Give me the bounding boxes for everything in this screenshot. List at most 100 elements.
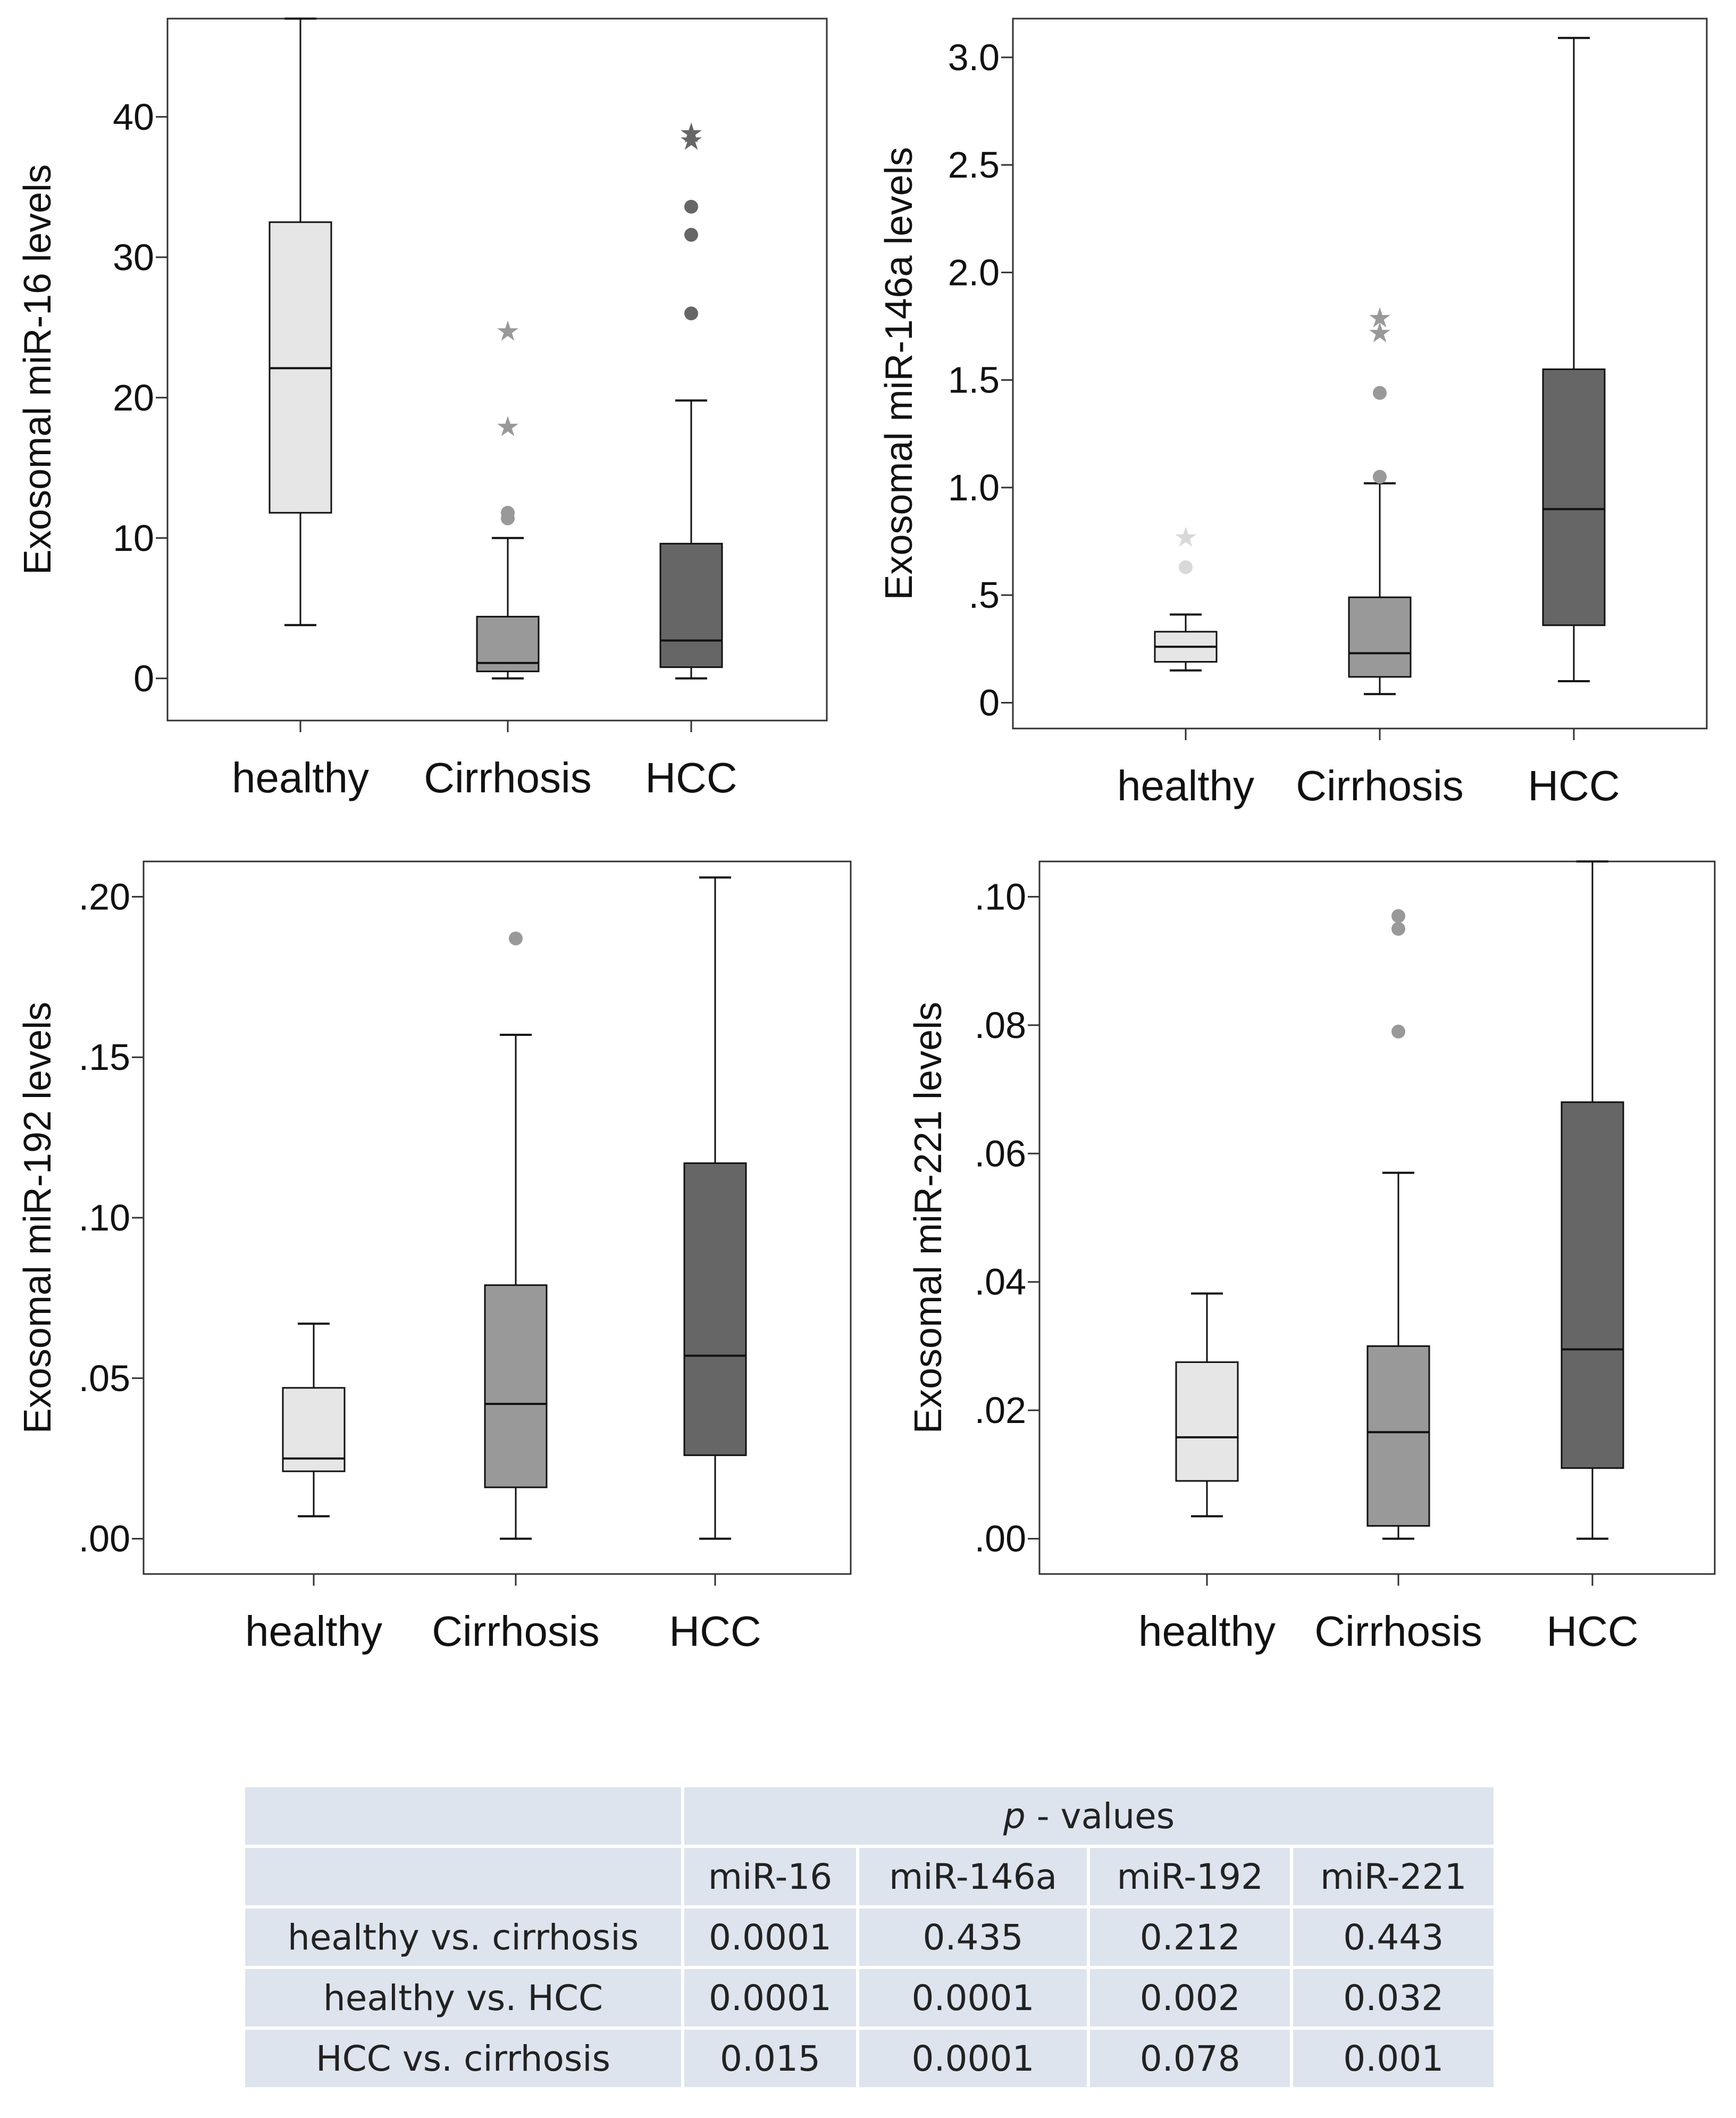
category-label: HCC bbox=[645, 754, 737, 801]
y-tick-label: 1.0 bbox=[948, 467, 1000, 508]
box bbox=[282, 1387, 346, 1472]
p-value-cell: 0.0001 bbox=[684, 1969, 857, 2027]
box bbox=[1175, 1361, 1239, 1482]
p-symbol: p bbox=[1003, 1795, 1026, 1837]
extreme-point: ★ bbox=[496, 315, 521, 347]
y-tick-label: .02 bbox=[975, 1389, 1026, 1431]
plot-frame bbox=[1038, 860, 1716, 1575]
y-tick-label: .04 bbox=[975, 1261, 1026, 1303]
y-tick-label: .10 bbox=[975, 876, 1026, 917]
box bbox=[1561, 1101, 1624, 1469]
category-label: HCC bbox=[1528, 762, 1620, 809]
p-values-label: - values bbox=[1025, 1795, 1175, 1837]
y-tick-label: 30 bbox=[113, 237, 154, 278]
outlier-point bbox=[684, 199, 698, 214]
outlier-point bbox=[501, 506, 515, 520]
y-axis-label: Exosomal miR-192 levels bbox=[16, 1002, 59, 1434]
extreme-point: ★ bbox=[1368, 302, 1393, 334]
y-axis-label: Exosomal miR-221 levels bbox=[907, 1002, 950, 1434]
plot-frame bbox=[166, 18, 828, 722]
category-label: Cirrhosis bbox=[432, 1608, 600, 1655]
p-value-cell: 0.435 bbox=[859, 1908, 1087, 1966]
y-tick-label: 40 bbox=[113, 96, 154, 138]
y-tick-label: .20 bbox=[79, 876, 130, 917]
y-tick-label: .05 bbox=[79, 1358, 130, 1399]
table-row: healthy vs. cirrhosis 0.0001 0.435 0.212… bbox=[245, 1908, 1494, 1966]
box bbox=[683, 1162, 747, 1456]
outlier-point bbox=[684, 306, 698, 321]
category-label: healthy bbox=[1138, 1608, 1276, 1655]
outlier-point bbox=[1373, 386, 1387, 400]
category-label: Cirrhosis bbox=[424, 754, 592, 801]
y-tick-label: .00 bbox=[975, 1518, 1026, 1560]
table-row: HCC vs. cirrhosis 0.015 0.0001 0.078 0.0… bbox=[245, 2030, 1494, 2087]
category-label: Cirrhosis bbox=[1314, 1608, 1482, 1655]
category-label: HCC bbox=[669, 1608, 761, 1655]
extreme-point: ★ bbox=[679, 118, 704, 149]
column-header: miR-16 bbox=[684, 1848, 857, 1905]
p-value-cell: 0.001 bbox=[1293, 2030, 1494, 2087]
p-value-cell: 0.212 bbox=[1090, 1908, 1290, 1966]
outlier-point bbox=[1391, 1024, 1405, 1039]
outlier-point bbox=[1179, 560, 1193, 574]
box bbox=[484, 1284, 548, 1488]
extreme-point: ★ bbox=[1173, 522, 1198, 554]
row-label: HCC vs. cirrhosis bbox=[245, 2030, 681, 2087]
p-value-cell: 0.0001 bbox=[684, 1908, 857, 1966]
outlier-point bbox=[1391, 909, 1405, 923]
y-axis-label: Exosomal miR-146a levels bbox=[878, 147, 920, 600]
outlier-point bbox=[684, 228, 698, 242]
table-columns-row: miR-16 miR-146a miR-192 miR-221 bbox=[245, 1848, 1494, 1905]
p-value-cell: 0.443 bbox=[1293, 1908, 1494, 1966]
p-value-cell: 0.015 bbox=[684, 2030, 857, 2087]
category-label: healthy bbox=[232, 754, 369, 801]
extreme-point: ★ bbox=[679, 124, 704, 156]
category-label: healthy bbox=[1117, 762, 1254, 809]
table-corner-cell bbox=[245, 1787, 681, 1845]
y-tick-label: 20 bbox=[113, 377, 154, 418]
table-pvalues-header: p - values bbox=[684, 1787, 1494, 1845]
y-tick-label: 2.0 bbox=[948, 252, 1000, 293]
y-tick-label: .10 bbox=[79, 1197, 130, 1238]
y-tick-label: 3.0 bbox=[948, 37, 1000, 78]
p-value-table: p - values miR-16 miR-146a miR-192 miR-2… bbox=[242, 1784, 1497, 2090]
column-header: miR-146a bbox=[859, 1848, 1087, 1905]
y-tick-label: .00 bbox=[79, 1518, 130, 1560]
column-header: miR-192 bbox=[1090, 1848, 1290, 1905]
row-label: healthy vs. HCC bbox=[245, 1969, 681, 2027]
y-tick-label: .5 bbox=[969, 574, 1000, 616]
column-header: miR-221 bbox=[1293, 1848, 1494, 1905]
extreme-point: ★ bbox=[496, 411, 521, 443]
y-tick-label: 2.5 bbox=[948, 144, 1000, 186]
y-tick-label: 0 bbox=[133, 658, 154, 699]
y-tick-label: .08 bbox=[975, 1004, 1026, 1046]
y-tick-label: .15 bbox=[79, 1036, 130, 1078]
p-value-cell: 0.078 bbox=[1090, 2030, 1290, 2087]
table-corner-cell bbox=[245, 1848, 681, 1905]
y-tick-label: 1.5 bbox=[948, 359, 1000, 401]
outlier-point bbox=[509, 931, 523, 945]
y-tick-label: .06 bbox=[975, 1133, 1026, 1174]
box bbox=[1542, 368, 1606, 626]
row-label: healthy vs. cirrhosis bbox=[245, 1908, 681, 1966]
box bbox=[1366, 1345, 1430, 1527]
category-label: Cirrhosis bbox=[1296, 762, 1464, 809]
y-tick-label: 10 bbox=[113, 517, 154, 559]
extreme-point: ★ bbox=[1368, 317, 1393, 349]
p-value-cell: 0.032 bbox=[1293, 1969, 1494, 2027]
p-value-cell: 0.0001 bbox=[859, 2030, 1087, 2087]
category-label: healthy bbox=[245, 1608, 382, 1655]
table-header-row: p - values bbox=[245, 1787, 1494, 1845]
box bbox=[659, 542, 723, 668]
category-label: HCC bbox=[1546, 1608, 1638, 1655]
p-value-cell: 0.002 bbox=[1090, 1969, 1290, 2027]
plot-frame bbox=[1012, 18, 1708, 730]
box bbox=[1348, 596, 1412, 678]
outlier-point bbox=[1391, 922, 1405, 936]
y-axis-label: Exosomal miR-16 levels bbox=[16, 164, 59, 575]
table-row: healthy vs. HCC 0.0001 0.0001 0.002 0.03… bbox=[245, 1969, 1494, 2027]
y-tick-label: 0 bbox=[979, 682, 1000, 723]
p-value-cell: 0.0001 bbox=[859, 1969, 1087, 2027]
outlier-point bbox=[1373, 470, 1387, 484]
